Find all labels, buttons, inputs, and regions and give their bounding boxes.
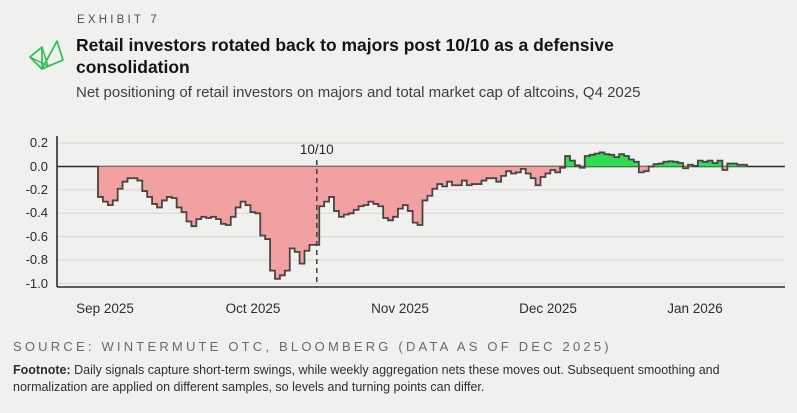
y-tick-label: -0.4 xyxy=(25,205,48,221)
step-line xyxy=(97,151,748,280)
y-tick-label: -0.6 xyxy=(25,228,48,244)
chart-title-line1: Retail investors rotated back to majors … xyxy=(76,35,614,55)
y-tick-label: 0.2 xyxy=(29,135,48,151)
step-area-chart xyxy=(56,136,785,288)
x-tick-label: Dec 2025 xyxy=(519,301,577,316)
y-tick-label: -0.2 xyxy=(25,181,48,197)
event-annotation-label: 10/10 xyxy=(299,142,334,157)
y-tick-label: -0.8 xyxy=(25,252,48,268)
chart-title-line2: consolidation xyxy=(76,57,190,77)
x-tick-label: Nov 2025 xyxy=(371,301,429,316)
x-tick-label: Oct 2025 xyxy=(225,301,281,316)
exhibit-label: EXHIBIT 7 xyxy=(77,14,160,26)
footnote-text: Daily signals capture short-term swings,… xyxy=(13,363,720,394)
y-tick-label: -1.0 xyxy=(25,275,48,291)
y-tick-label: 0.0 xyxy=(29,158,48,174)
footnote: Footnote: Daily signals capture short-te… xyxy=(13,362,787,396)
footnote-label: Footnote: xyxy=(13,363,71,377)
positive-area xyxy=(98,152,747,167)
chart-subtitle: Net positioning of retail investors on m… xyxy=(76,84,641,101)
x-tick-label: Sep 2025 xyxy=(76,301,134,316)
x-tick-label: Jan 2026 xyxy=(667,301,723,316)
wintermute-logo-icon xyxy=(29,40,64,70)
source-line: SOURCE: WINTERMUTE OTC, BLOOMBERG (DATA … xyxy=(13,339,612,354)
chart-title: Retail investors rotated back to majors … xyxy=(76,34,614,78)
